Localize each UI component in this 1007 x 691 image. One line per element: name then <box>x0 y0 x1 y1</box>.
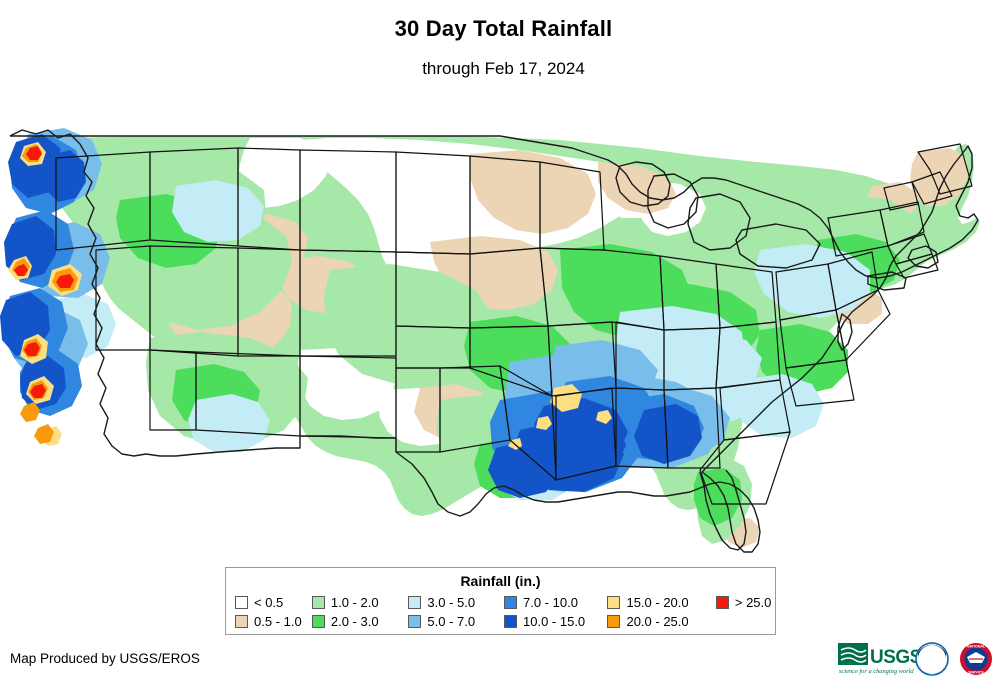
legend-label: 3.0 - 5.0 <box>427 595 476 610</box>
class-150-200-ms-cell <box>596 410 612 424</box>
class-gt250-sierra <box>56 274 74 288</box>
legend-label: 5.0 - 7.0 <box>427 614 476 629</box>
class-30-50-georgia-e <box>734 374 824 438</box>
legend-item: 20.0 - 25.0 <box>607 612 715 631</box>
legend-swatch-icon <box>504 596 517 609</box>
legend-label: 1.0 - 2.0 <box>330 595 379 610</box>
legend-label: 15.0 - 20.0 <box>626 595 689 610</box>
svg-text:NATIONAL: NATIONAL <box>967 645 986 649</box>
class-150-200-la-cell1 <box>550 384 582 412</box>
noaa-logo: NOAA <box>915 642 949 676</box>
legend-swatch-icon <box>607 615 621 628</box>
legend-label: < 0.5 <box>254 595 284 610</box>
rainfall-classes <box>0 128 968 548</box>
class-gt250-norcal-a <box>24 342 40 356</box>
legend-swatch-icon <box>235 596 248 609</box>
legend-box: Rainfall (in.) < 0.5 0.5 - 1.0 1.0 - 2.0 <box>225 567 776 635</box>
class-30-50-ohio-s <box>664 332 762 390</box>
class-05-10-minn <box>470 150 596 234</box>
map-credit: Map Produced by USGS/EROS <box>10 651 200 666</box>
legend-label: 2.0 - 3.0 <box>330 614 379 629</box>
legend-column-3: 7.0 - 10.0 10.0 - 15.0 <box>504 593 607 631</box>
legend-label: 10.0 - 15.0 <box>523 614 586 629</box>
class-gt250-norcal-b <box>30 384 46 398</box>
class-150-200-la-cell2 <box>536 416 552 430</box>
legend-item: 0.5 - 1.0 <box>235 612 312 631</box>
class-30-50-pennsylvania <box>762 254 862 314</box>
legend-swatch-icon <box>607 596 621 609</box>
legend-column-4: 15.0 - 20.0 20.0 - 25.0 <box>607 593 715 631</box>
class-gt250-olympic <box>26 146 42 160</box>
legend-swatch-icon <box>715 596 729 609</box>
class-100-150-mssouth <box>554 414 626 474</box>
legend-swatch-icon <box>311 596 325 609</box>
legend-item: > 25.0 <box>715 593 775 612</box>
legend-item: 15.0 - 20.0 <box>607 593 715 612</box>
legend-swatch-icon <box>311 615 325 628</box>
svg-text:science for a changing world: science for a changing world <box>839 668 914 675</box>
class-30-50-arizona-s <box>188 394 270 452</box>
legend-swatch-icon <box>408 615 422 628</box>
class-100-150-seTX <box>488 440 558 498</box>
nws-logo: NATIONAL SERVICE <box>960 643 992 675</box>
legend-column-2: 3.0 - 5.0 5.0 - 7.0 <box>408 593 504 631</box>
legend-swatch-icon <box>235 615 248 628</box>
svg-text:NOAA: NOAA <box>924 649 940 655</box>
state-boundaries <box>55 143 973 505</box>
legend-label: 0.5 - 1.0 <box>254 614 302 629</box>
usgs-logo: USGS science for a changing world <box>838 643 922 675</box>
legend-column-1: 1.0 - 2.0 2.0 - 3.0 <box>311 593 409 631</box>
legend-item: 7.0 - 10.0 <box>504 593 607 612</box>
rainfall-map-svg <box>0 128 980 553</box>
class-100-150-cascades <box>44 150 86 202</box>
class-20-30-florida-panhandle <box>694 468 742 526</box>
rainfall-map <box>0 100 1007 555</box>
legend-swatch-icon <box>504 615 517 628</box>
legend-item: 1.0 - 2.0 <box>311 593 409 612</box>
svg-text:USGS: USGS <box>870 647 922 668</box>
national-outline <box>9 129 979 553</box>
class-gt250-coast <box>14 264 28 276</box>
class-100-150-alabama-core <box>634 404 702 464</box>
legend-column-5: > 25.0 <box>715 593 775 631</box>
legend-swatch-icon <box>408 596 422 609</box>
page-title: 30 Day Total Rainfall <box>394 16 613 41</box>
legend-item: 10.0 - 15.0 <box>504 612 607 631</box>
svg-text:SERVICE: SERVICE <box>968 671 984 675</box>
class-200-250-bay <box>20 402 40 422</box>
logos-svg: USGS science for a changing world NOAA N… <box>838 642 992 676</box>
class-30-50-idaho-e <box>172 180 264 242</box>
class-10-20-greatplains <box>324 264 492 384</box>
legend-item: < 0.5 <box>235 593 312 612</box>
legend-item: 3.0 - 5.0 <box>408 593 504 612</box>
page-subtitle: through Feb 17, 2024 <box>422 59 585 78</box>
legend-item: 2.0 - 3.0 <box>311 612 409 631</box>
class-200-250-central <box>34 424 54 444</box>
legend-entries: < 0.5 0.5 - 1.0 1.0 - 2.0 2.0 - 3.0 <box>226 593 775 631</box>
legend-column-0: < 0.5 0.5 - 1.0 <box>235 593 312 631</box>
legend-label: 7.0 - 10.0 <box>523 595 578 610</box>
legend-label: 20.0 - 25.0 <box>626 614 689 629</box>
legend-item: 5.0 - 7.0 <box>408 612 504 631</box>
legend-title: Rainfall (in.) <box>460 573 541 589</box>
legend-label: > 25.0 <box>734 595 772 610</box>
agency-logos: USGS science for a changing world NOAA N… <box>836 637 1001 685</box>
